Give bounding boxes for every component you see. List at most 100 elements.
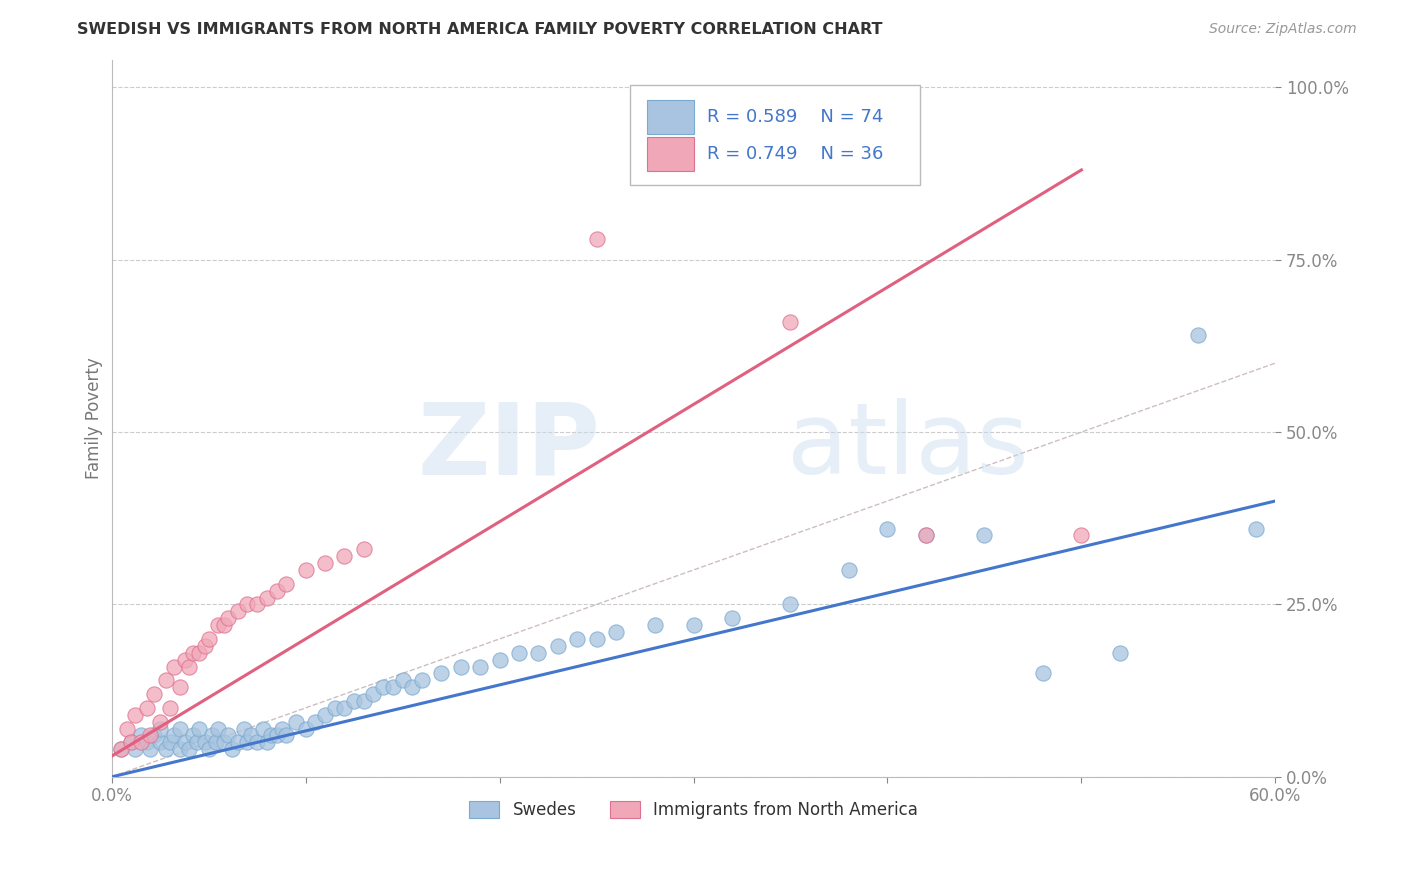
Point: [169, 722, 191, 736]
Point: [217, 611, 239, 625]
Point: [187, 646, 209, 660]
Point: [527, 646, 550, 660]
Point: [1187, 328, 1209, 343]
Point: [186, 735, 208, 749]
Point: [207, 618, 229, 632]
Text: atlas: atlas: [786, 399, 1028, 495]
Point: [236, 735, 259, 749]
Point: [232, 722, 254, 736]
Point: [212, 735, 235, 749]
Point: [169, 680, 191, 694]
Point: [343, 694, 366, 708]
Point: [391, 673, 413, 688]
Point: [565, 632, 588, 646]
Point: [181, 729, 204, 743]
Point: [252, 722, 274, 736]
Point: [240, 729, 263, 743]
Point: [276, 576, 298, 591]
Text: R = 0.749    N = 36: R = 0.749 N = 36: [707, 145, 884, 163]
Point: [266, 729, 288, 743]
Point: [314, 707, 336, 722]
Point: [682, 618, 704, 632]
FancyBboxPatch shape: [647, 100, 693, 134]
Point: [236, 598, 259, 612]
Point: [174, 652, 197, 666]
FancyBboxPatch shape: [647, 137, 693, 171]
Point: [294, 722, 316, 736]
Point: [226, 604, 249, 618]
Point: [284, 714, 307, 729]
Point: [605, 625, 627, 640]
Point: [353, 542, 375, 557]
Point: [401, 680, 423, 694]
Point: [143, 729, 166, 743]
Point: [139, 729, 162, 743]
Point: [1244, 522, 1267, 536]
Point: [246, 735, 269, 749]
Point: [353, 694, 375, 708]
Point: [585, 632, 607, 646]
Point: [110, 742, 132, 756]
Point: [212, 618, 235, 632]
Point: [169, 742, 191, 756]
Point: [197, 742, 219, 756]
Point: [120, 735, 142, 749]
Point: [163, 659, 186, 673]
Point: [430, 666, 453, 681]
Point: [381, 680, 404, 694]
Point: [139, 742, 162, 756]
Point: [129, 735, 152, 749]
Point: [143, 687, 166, 701]
Point: [915, 528, 938, 542]
Point: [135, 735, 157, 749]
Text: R = 0.589    N = 74: R = 0.589 N = 74: [707, 108, 884, 126]
Point: [271, 722, 294, 736]
Point: [256, 591, 278, 605]
Text: SWEDISH VS IMMIGRANTS FROM NORTH AMERICA FAMILY POVERTY CORRELATION CHART: SWEDISH VS IMMIGRANTS FROM NORTH AMERICA…: [77, 22, 883, 37]
Point: [159, 735, 181, 749]
Point: [149, 735, 172, 749]
Point: [470, 659, 492, 673]
Point: [155, 673, 177, 688]
Point: [179, 742, 201, 756]
Point: [411, 673, 433, 688]
Point: [266, 583, 288, 598]
Point: [547, 639, 569, 653]
Point: [187, 722, 209, 736]
Point: [304, 714, 326, 729]
Point: [201, 729, 224, 743]
Point: [179, 659, 201, 673]
Point: [779, 598, 801, 612]
Point: [174, 735, 197, 749]
Point: [838, 563, 860, 577]
Point: [221, 742, 243, 756]
Point: [333, 701, 356, 715]
Point: [721, 611, 744, 625]
Point: [217, 729, 239, 743]
Point: [149, 714, 172, 729]
Point: [373, 680, 395, 694]
Point: [294, 563, 316, 577]
Point: [333, 549, 356, 564]
Point: [205, 735, 228, 749]
Legend: Swedes, Immigrants from North America: Swedes, Immigrants from North America: [463, 795, 925, 826]
Point: [260, 729, 283, 743]
Point: [276, 729, 298, 743]
Point: [155, 742, 177, 756]
Point: [163, 729, 186, 743]
Point: [149, 722, 172, 736]
Point: [159, 701, 181, 715]
Point: [194, 639, 217, 653]
Point: [129, 729, 152, 743]
Point: [915, 528, 938, 542]
Point: [124, 742, 146, 756]
Point: [207, 722, 229, 736]
Point: [246, 598, 269, 612]
Point: [876, 522, 898, 536]
Point: [124, 707, 146, 722]
Point: [1070, 528, 1092, 542]
Point: [488, 652, 510, 666]
Point: [194, 735, 217, 749]
Point: [115, 722, 138, 736]
Text: Source: ZipAtlas.com: Source: ZipAtlas.com: [1209, 22, 1357, 37]
